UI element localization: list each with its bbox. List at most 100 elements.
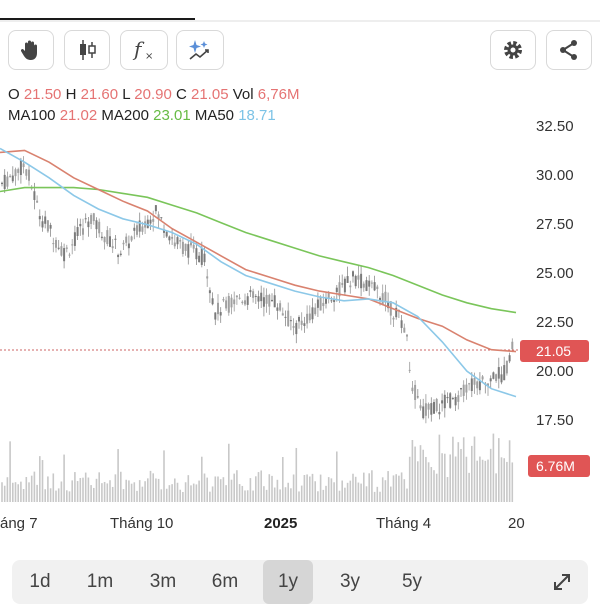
range-1m-button[interactable]: 1m	[86, 571, 114, 592]
volume-bar	[276, 479, 279, 502]
candle-body	[192, 244, 195, 249]
ma200-line	[0, 186, 517, 314]
volume-bar	[52, 473, 55, 502]
candle-body	[470, 378, 473, 392]
candle-body	[152, 218, 155, 222]
candle-body	[384, 291, 387, 303]
candle-body	[406, 334, 408, 337]
y-tick-label: 22.50	[536, 314, 574, 331]
volume-bar	[106, 483, 109, 502]
volume-bar	[9, 441, 11, 502]
volume-bar	[300, 485, 303, 502]
candle-body	[206, 276, 209, 279]
candle-body	[214, 312, 217, 320]
range-6m-button[interactable]: 6m	[211, 571, 239, 592]
candle-body	[362, 283, 365, 288]
volume-bar	[93, 487, 95, 502]
volume-bar	[408, 456, 411, 502]
candle-body	[157, 214, 160, 219]
candle-body	[181, 241, 184, 254]
volume-bar	[165, 488, 168, 502]
candle-body	[106, 230, 109, 245]
candle-body	[333, 298, 336, 303]
range-1d-button[interactable]: 1d	[29, 571, 51, 592]
candle-body	[438, 412, 441, 415]
candlestick-type-button[interactable]	[64, 30, 110, 70]
fullscreen-button[interactable]	[540, 560, 584, 604]
candle-body	[451, 397, 454, 399]
ai-analysis-button[interactable]	[176, 30, 224, 70]
volume-bar	[3, 485, 6, 502]
volume-bar	[222, 477, 225, 502]
candle-body	[400, 320, 403, 328]
candle-body	[368, 280, 371, 287]
volume-bar	[228, 443, 230, 502]
volume-bar	[211, 486, 214, 502]
volume-bar	[492, 433, 495, 502]
range-5y-button[interactable]: 5y	[401, 571, 423, 592]
candle-body	[287, 310, 290, 327]
candle-body	[311, 307, 314, 320]
volume-bar	[25, 477, 28, 502]
candle-body	[173, 242, 176, 247]
candle-body	[314, 307, 317, 315]
volume-bar	[244, 490, 246, 502]
volume-bar	[435, 473, 438, 502]
candle-body	[184, 243, 187, 251]
range-1y-button[interactable]: 1y	[263, 560, 313, 604]
volume-bar	[284, 487, 287, 502]
volume-bar	[79, 478, 82, 502]
candle-body	[487, 383, 489, 387]
volume-bar	[462, 437, 465, 502]
candle-body	[103, 236, 106, 243]
volume-bar	[39, 456, 41, 502]
open-value: 21.50	[23, 86, 62, 103]
volume-bar	[225, 485, 227, 502]
volume-bar	[109, 480, 111, 502]
share-button[interactable]	[546, 30, 592, 70]
candle-body	[492, 372, 495, 379]
settings-button[interactable]	[490, 30, 536, 70]
volume-bar	[468, 472, 470, 502]
volume-bar	[206, 477, 208, 502]
volume-bar	[176, 482, 179, 502]
volume-bar	[147, 478, 149, 502]
candle-body	[414, 384, 417, 400]
candle-body	[227, 296, 230, 313]
candle-body	[235, 295, 238, 298]
volume-bar	[452, 436, 454, 502]
candle-body	[511, 341, 514, 350]
volume-bar	[506, 461, 508, 502]
volume-bar	[187, 475, 190, 502]
volume-bar	[138, 480, 141, 502]
candle-body	[379, 297, 381, 301]
volume-bar	[430, 467, 433, 502]
candle-body	[57, 247, 60, 249]
volume-bar	[390, 486, 392, 502]
candle-body	[478, 380, 481, 391]
volume-bar	[103, 481, 106, 502]
volume-bar	[395, 474, 397, 502]
indicators-button[interactable]: f ×	[120, 30, 168, 70]
volume-bar	[136, 490, 138, 502]
hand-tool-button[interactable]	[8, 30, 54, 70]
volume-bar	[174, 478, 176, 502]
volume-bar	[373, 491, 376, 502]
range-3y-button[interactable]: 3y	[339, 571, 361, 592]
volume-bar	[392, 475, 395, 502]
volume-bar	[336, 451, 338, 502]
candle-body	[63, 248, 66, 262]
volume-bar	[87, 477, 90, 502]
candle-body	[6, 176, 9, 187]
candle-body	[411, 387, 414, 392]
volume-bar	[295, 447, 298, 502]
volume-bar	[338, 490, 341, 502]
candle-body	[11, 175, 14, 182]
low-value: 20.90	[134, 86, 172, 103]
candle-body	[122, 242, 125, 245]
range-3m-button[interactable]: 3m	[149, 571, 177, 592]
volume-bar	[279, 489, 281, 502]
price-chart[interactable]	[0, 120, 520, 510]
candle-body	[370, 282, 373, 284]
candle-body	[341, 283, 344, 285]
